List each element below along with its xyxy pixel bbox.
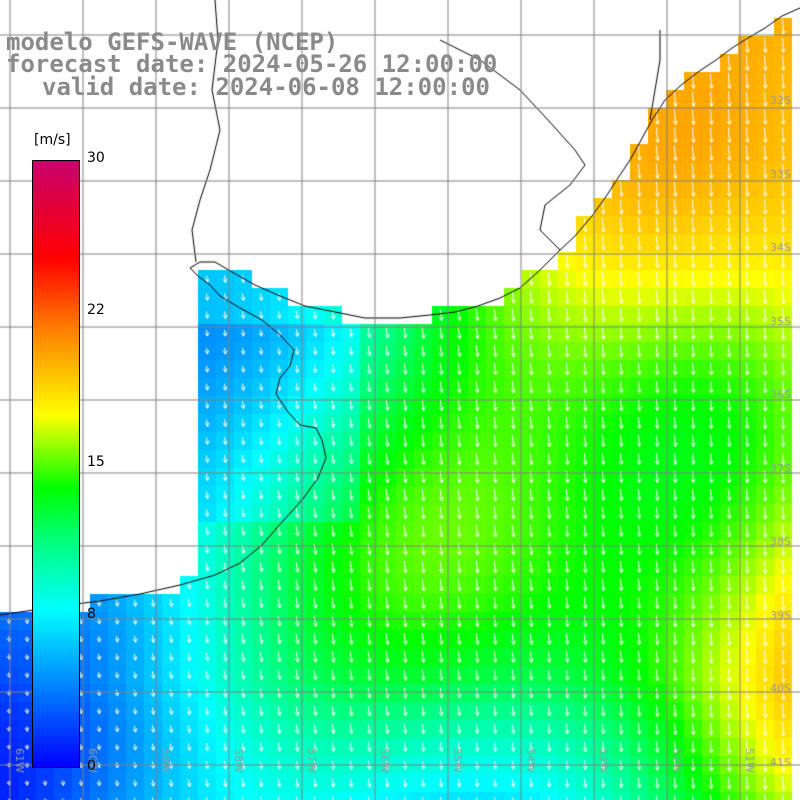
colorbar: [32, 160, 80, 768]
valid-date: valid date: 2024-06-08 12:00:00: [42, 73, 490, 101]
colorbar-tick-22: 22: [87, 302, 105, 318]
colorbar-tick-0: 0: [87, 758, 96, 774]
colorbar-tick-30: 30: [87, 150, 105, 166]
forecast-date: forecast date: 2024-05-26 12:00:00: [6, 50, 498, 78]
colorbar-unit: [m/s]: [34, 132, 71, 148]
colorbar-tick-8: 8: [87, 606, 96, 622]
model-title: modelo GEFS-WAVE (NCEP): [6, 28, 339, 56]
colorbar-tick-15: 15: [87, 454, 105, 470]
